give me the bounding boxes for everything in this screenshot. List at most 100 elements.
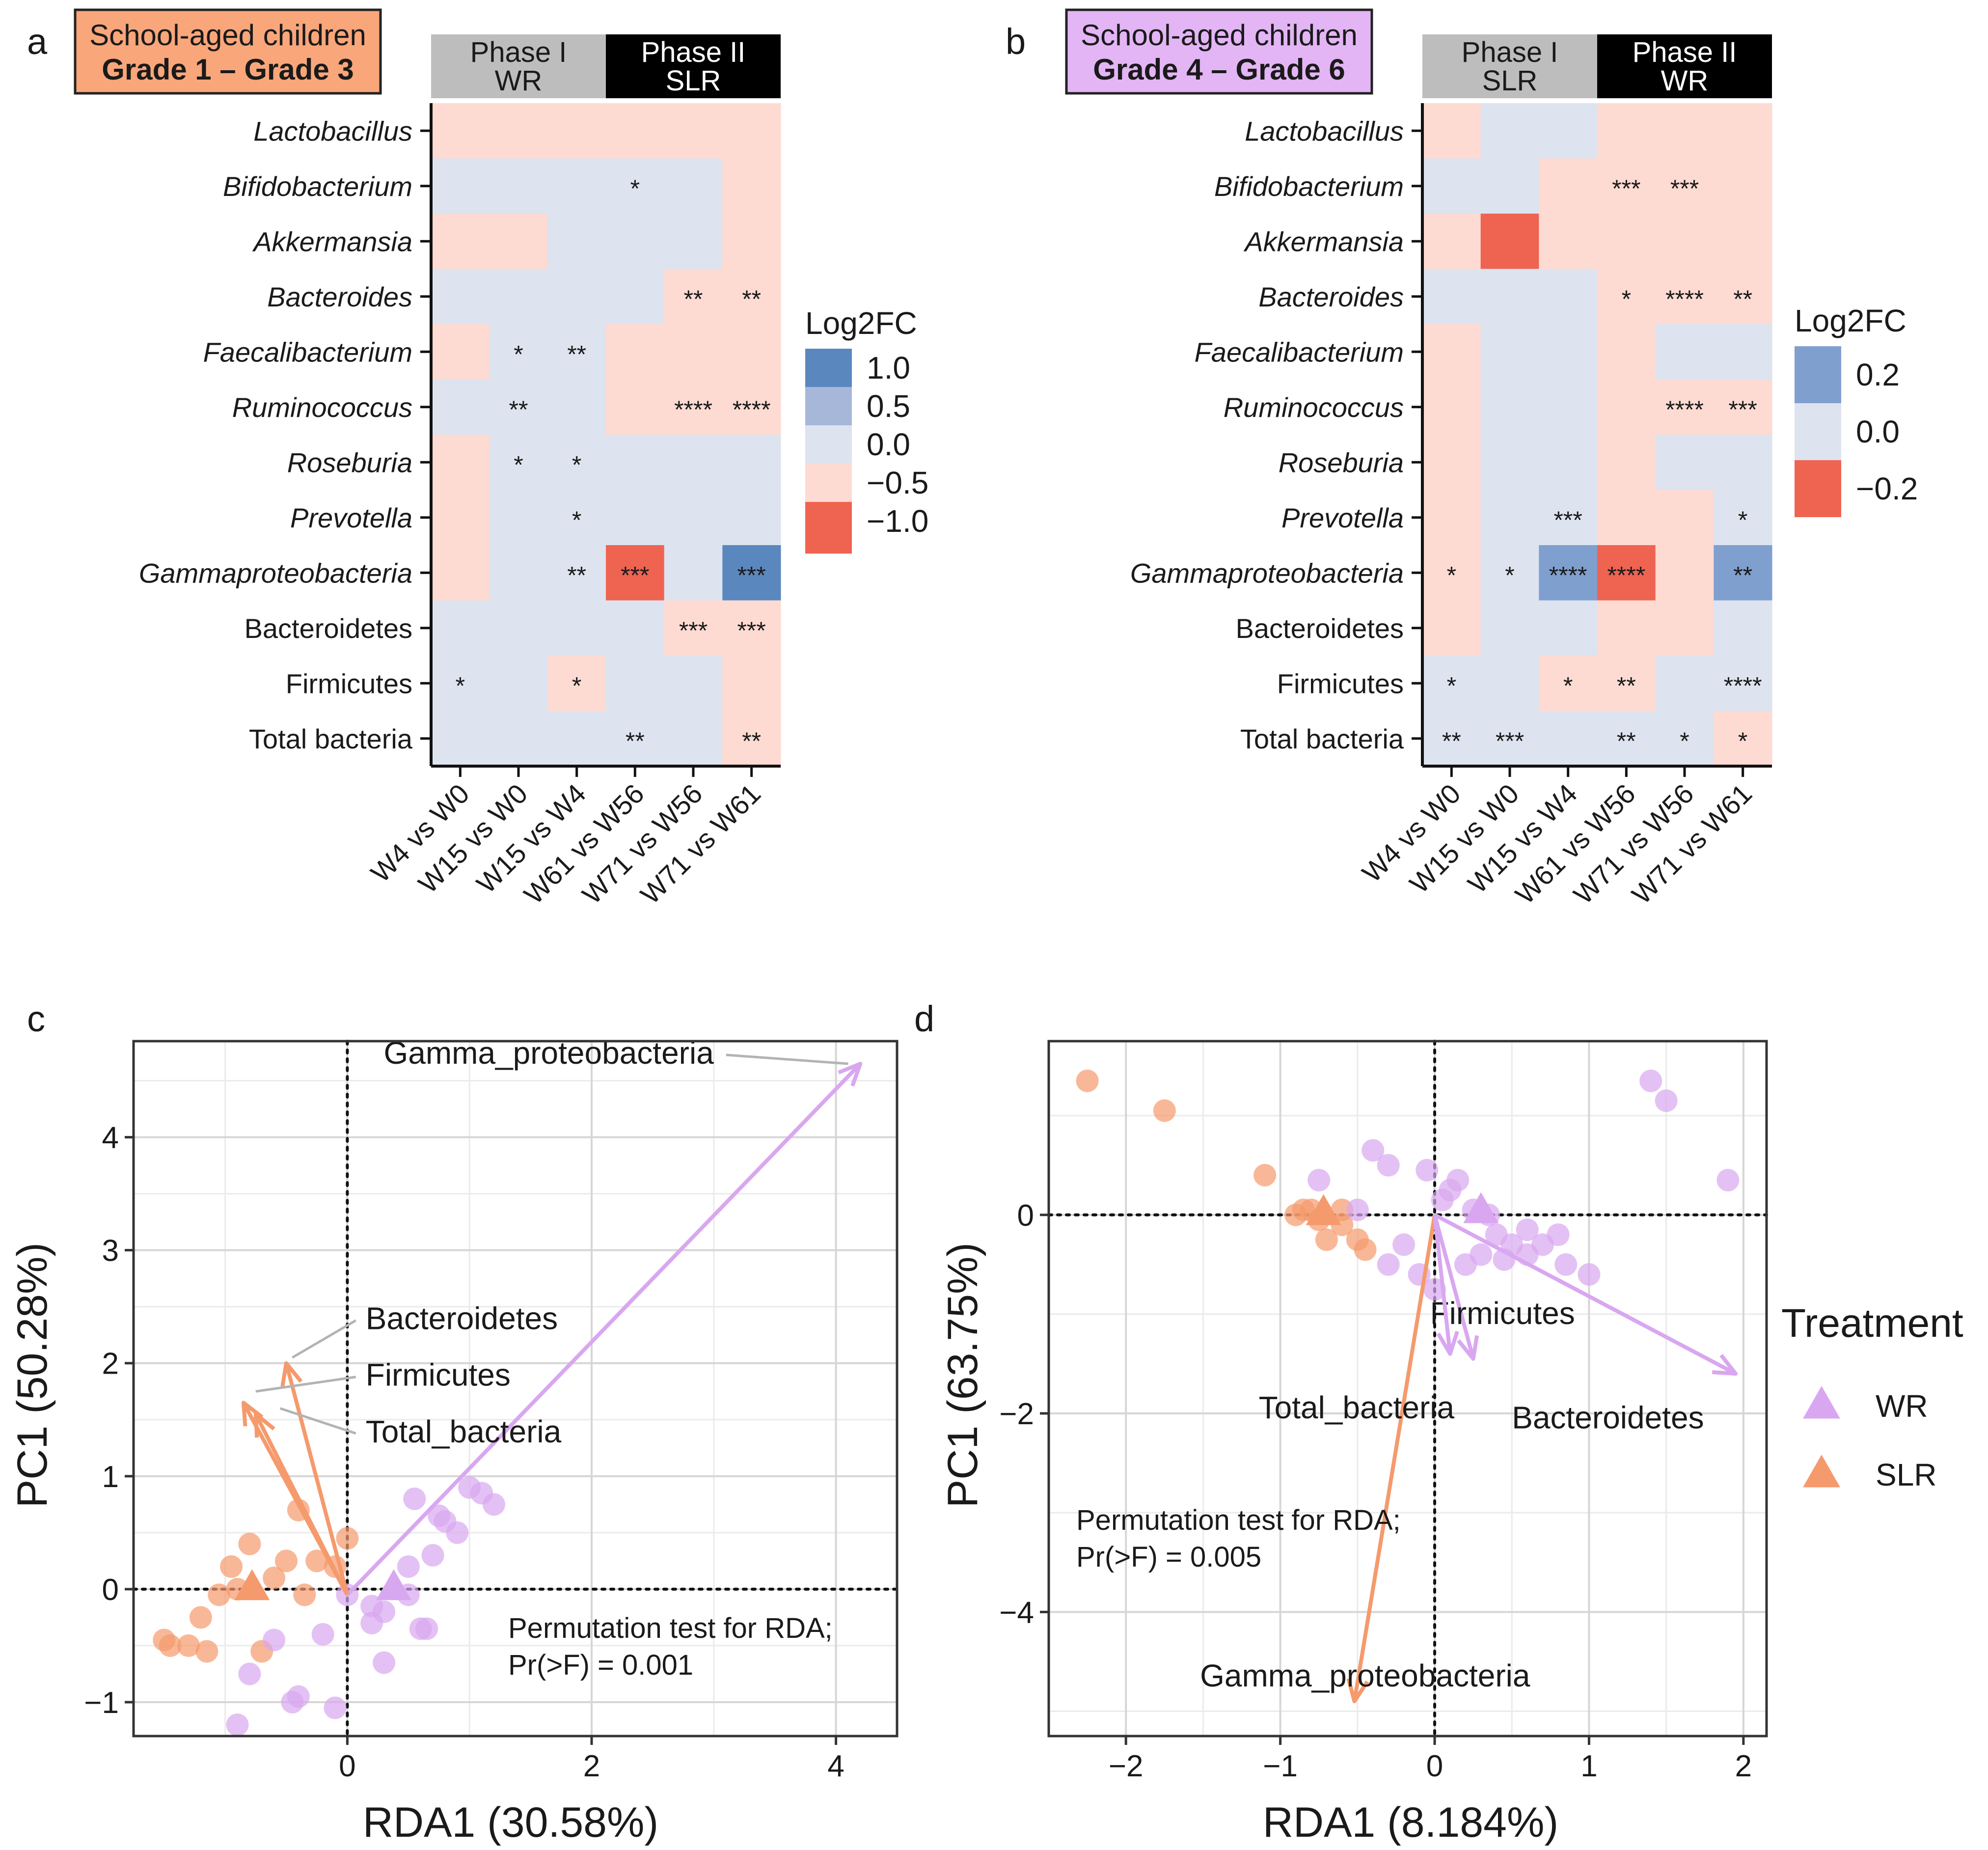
heatmap-cell — [1714, 545, 1772, 601]
heatmap-cell — [431, 214, 490, 269]
phase-header-1 — [1422, 34, 1597, 98]
heatmap-cell — [1539, 158, 1598, 214]
heatmap-cell — [1480, 214, 1539, 269]
heatmap-cell — [1597, 600, 1656, 656]
data-point-wr — [1346, 1198, 1369, 1221]
heatmap-cell — [1539, 711, 1598, 767]
data-point-wr — [1377, 1154, 1400, 1177]
significance-stars: **** — [1549, 561, 1587, 589]
loading-arrow-line — [1433, 1215, 1452, 1354]
data-point-wr — [1716, 1169, 1740, 1191]
data-point-wr — [1392, 1233, 1416, 1256]
tag-line2: Grade 4 – Grade 6 — [1093, 53, 1345, 86]
heatmap-cell — [1422, 711, 1481, 767]
heatmap-cell — [431, 435, 490, 490]
panel-letter-c: c — [27, 998, 45, 1039]
heatmap-cell — [1655, 545, 1714, 601]
heatmap-cell — [1714, 656, 1772, 711]
significance-stars: *** — [1612, 175, 1640, 202]
legend-swatch — [805, 464, 852, 502]
heatmap-cell — [1597, 656, 1656, 711]
heatmap-cell — [606, 490, 665, 546]
rda-plot-d: Gamma_proteobacteria Bacteroidetes Firmicu… — [939, 1040, 1768, 1846]
row-label: Roseburia — [1279, 447, 1404, 478]
row-label: Firmicutes — [286, 668, 412, 699]
significance-stars: ** — [509, 396, 528, 423]
significance-stars: * — [456, 672, 465, 699]
x-tick-label: 4 — [827, 1749, 844, 1783]
legend-title: Log2FC — [1795, 303, 1906, 338]
y-tick-label: 3 — [102, 1234, 119, 1268]
heatmap-cell — [547, 214, 606, 269]
heatmap-cell — [1655, 269, 1714, 325]
data-point-slr — [195, 1640, 218, 1663]
data-point-slr — [293, 1583, 316, 1606]
row-label: Gammaproteobacteria — [139, 557, 412, 588]
heatmap-cell — [489, 214, 548, 269]
loading-arrow-line — [1433, 1214, 1475, 1359]
y-tick-label: −4 — [999, 1596, 1034, 1629]
heatmap-cell — [1655, 656, 1714, 711]
heatmap-cell — [1539, 656, 1598, 711]
heatmap-cell — [722, 214, 781, 269]
loading-arrow-line — [346, 1062, 862, 1597]
heatmap-cell — [1480, 490, 1539, 546]
heatmap-cell — [1422, 214, 1481, 269]
legend-label: 0.2 — [1856, 357, 1900, 392]
heatmap-cell — [1539, 600, 1598, 656]
data-point-wr — [324, 1696, 347, 1719]
heatmap-cell — [722, 600, 781, 656]
data-point-wr — [1377, 1253, 1400, 1276]
heatmap-cell — [547, 545, 606, 601]
phase-label: Phase II — [1633, 36, 1737, 68]
log2fc-legend-b: Log2FC 0.2 0.0 −0.2 — [1795, 303, 1918, 517]
data-point-wr — [1362, 1139, 1385, 1162]
significance-stars: *** — [737, 561, 765, 589]
significance-stars: * — [1738, 506, 1747, 534]
legend-swatch — [1795, 460, 1841, 517]
phase-header-1 — [431, 34, 606, 98]
heatmap-cell — [1714, 158, 1772, 214]
heatmap-cell — [1480, 600, 1539, 656]
significance-stars: * — [1447, 672, 1456, 699]
data-point-slr — [1315, 1228, 1338, 1251]
heatmap-cell — [1597, 435, 1656, 490]
data-point-slr — [208, 1583, 231, 1606]
plot-border — [1047, 1040, 1768, 1738]
heatmap-cell — [1655, 711, 1714, 767]
tag-line1: School-aged children — [89, 19, 366, 52]
heatmap-cell — [606, 711, 665, 767]
plot-border — [132, 1040, 899, 1738]
loading-label: Firmicutes — [366, 1357, 511, 1393]
significance-stars: ** — [1733, 285, 1752, 313]
data-point-wr — [428, 1504, 450, 1527]
heatmap-cell — [547, 158, 606, 214]
significance-stars: * — [514, 340, 523, 368]
heatmap-cell — [1597, 214, 1656, 269]
row-label: Ruminococcus — [232, 392, 412, 423]
panel-letter-b: b — [1006, 21, 1026, 62]
heatmap-cell — [489, 490, 548, 546]
heatmap-cell — [664, 214, 723, 269]
loading-arrow-head — [253, 1412, 275, 1438]
x-tick-label: 1 — [1580, 1749, 1597, 1783]
heatmap-cell — [1480, 379, 1539, 435]
rda-plot-c: Gamma_proteobacteriaBacteroidetesFirmicu… — [9, 1035, 899, 1846]
heatmap-cell — [664, 158, 723, 214]
heatmap-cell — [722, 545, 781, 601]
y-tick-label: 0 — [102, 1573, 119, 1607]
significance-stars: ** — [742, 285, 761, 313]
heatmap-cell — [1480, 435, 1539, 490]
heatmap-cell — [1655, 490, 1714, 546]
tag-line1: School-aged children — [1081, 19, 1358, 52]
tag-box — [1065, 8, 1373, 95]
heatmap-cell — [1714, 490, 1772, 546]
heatmap-cell — [431, 324, 490, 380]
heatmap-cell — [1655, 214, 1714, 269]
significance-stars: ** — [684, 285, 703, 313]
phase-treatment-label: SLR — [666, 65, 721, 97]
heatmap-cell — [1422, 545, 1481, 601]
heatmap-cell — [547, 656, 606, 711]
heatmap-cell — [489, 379, 548, 435]
